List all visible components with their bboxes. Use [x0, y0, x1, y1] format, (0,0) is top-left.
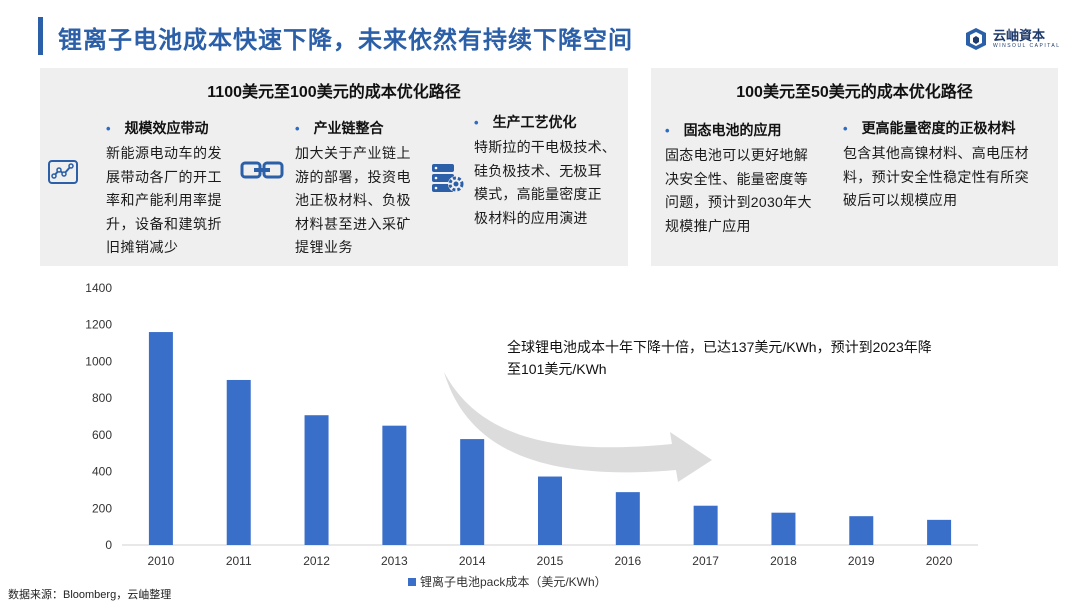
item-text: 特斯拉的干电极技术、 硅负极技术、无极耳 模式，高能量密度正 极材料的应用演进 [474, 136, 628, 230]
battery-cost-bar-chart: 0 200 400 600 800 1000 1200 1400 2010 2011 2012 201… [85, 281, 978, 589]
x-tick-label: 2013 [381, 554, 408, 568]
bar-2010 [148, 332, 173, 545]
item-heading: 更高能量密度的正极材料 [861, 120, 1016, 136]
annotation-line: 至101美元/KWh [507, 361, 607, 377]
item-heading: 生产工艺优化 [492, 114, 577, 130]
text-line: 材料甚至进入采矿 [295, 215, 411, 232]
panel-title: 1100美元至100美元的成本优化路径 [207, 84, 461, 101]
x-tick-label: 2020 [926, 554, 953, 568]
text-line: 展带动各厂的开工 [106, 168, 222, 185]
item-process-optimization: • 生产工艺优化 特斯拉的干电极技术、 硅负极技术、无极耳 模式，高能量密度正 极… [474, 112, 628, 230]
text-line: 特斯拉的干电极技术、 [474, 139, 616, 155]
y-tick-label: 0 [105, 538, 112, 552]
bullet-icon: • [665, 122, 670, 138]
text-line: 决安全性、能量密度等 [665, 170, 808, 187]
y-tick-label: 1400 [85, 281, 112, 295]
chain-link-icon [240, 161, 284, 179]
text-line: 料，预计安全性稳定性有所突 [843, 168, 1029, 185]
bar-2016 [615, 492, 640, 545]
y-tick-label: 600 [92, 428, 112, 442]
server-gear-icon [432, 164, 464, 192]
bar-2011 [226, 379, 251, 545]
x-tick-label: 2018 [770, 554, 797, 568]
y-tick-label: 800 [92, 391, 112, 405]
text-line: 问题，预计到2030年大 [665, 194, 812, 210]
legend-swatch [408, 578, 416, 586]
text-line: 旧摊销减少 [106, 239, 179, 255]
text-line: 模式，高能量密度正 [474, 186, 602, 202]
text-line: 加大关于产业链上 [295, 145, 411, 161]
panel-title: 100美元至50美元的成本优化路径 [736, 84, 973, 101]
bar-2014 [460, 439, 485, 545]
x-tick-label: 2016 [614, 554, 641, 568]
text-line: 包含其他高镍材料、高电压材 [843, 145, 1029, 161]
page-title: 锂离子电池成本快速下降，未来依然有持续下降空间 [58, 27, 633, 54]
item-text: 加大关于产业链上 游的部署，投资电 池正极材料、负极 材料甚至进入采矿 提锂业务 [295, 142, 445, 260]
logo-name: 云岫資本 [993, 28, 1046, 43]
bar-2012 [304, 415, 329, 545]
item-text: 固态电池可以更好地解 决安全性、能量密度等 问题，预计到2030年大 规模推广应… [665, 144, 835, 238]
bar-2019 [849, 516, 874, 545]
x-tick-label: 2015 [537, 554, 564, 568]
y-tick-label: 1000 [85, 354, 112, 368]
y-tick-label: 400 [92, 465, 112, 479]
x-tick-label: 2017 [692, 554, 719, 568]
x-tick-label: 2014 [459, 554, 486, 568]
item-chain-integration: • 产业链整合 加大关于产业链上 游的部署，投资电 池正极材料、负极 材料甚至进入… [295, 118, 445, 260]
bar-2020 [927, 519, 952, 545]
title-accent-bar [38, 17, 43, 55]
item-heading: 规模效应带动 [124, 120, 209, 136]
bullet-icon: • [106, 120, 111, 136]
item-solid-state-battery: • 固态电池的应用 固态电池可以更好地解 决安全性、能量密度等 问题，预计到203… [665, 120, 835, 238]
text-line: 规模推广应用 [665, 217, 751, 234]
text-line: 硅负极技术、无极耳 [474, 162, 602, 179]
text-line: 提锂业务 [295, 239, 353, 255]
text-line: 固态电池可以更好地解 [665, 147, 808, 163]
item-high-density-cathode: • 更高能量密度的正极材料 包含其他高镍材料、高电压材 料，预计安全性稳定性有所突… [843, 118, 1055, 213]
text-line: 池正极材料、负极 [295, 192, 411, 208]
bar-2017 [693, 505, 718, 545]
data-source-note: 数据来源：Bloomberg，云岫整理 [8, 589, 172, 601]
bullet-icon: • [474, 114, 479, 130]
item-scale-effect: • 规模效应带动 新能源电动车的发 展带动各厂的开工 率和产能利用率提 升，设备和… [106, 118, 246, 260]
text-line: 率和产能利用率提 [106, 192, 222, 208]
bar-2013 [382, 425, 407, 545]
cost-path-panel-1100-100: 1100美元至100美元的成本优化路径 • 规模效应带动 新能源电动车的发 展带动… [40, 68, 628, 266]
item-text: 新能源电动车的发 展带动各厂的开工 率和产能利用率提 升，设备和建筑折 旧摊销减… [106, 142, 246, 260]
company-logo: 云岫資本 WINSOUL CAPITAL [963, 26, 1061, 52]
bullet-icon: • [843, 120, 848, 136]
logo-mark-icon [966, 28, 986, 50]
text-line: 升，设备和建筑折 [106, 215, 222, 232]
text-line: 游的部署，投资电 [295, 168, 411, 185]
x-tick-label: 2011 [226, 554, 252, 568]
logo-english: WINSOUL CAPITAL [993, 43, 1061, 49]
bar-2018 [771, 512, 796, 545]
item-text: 包含其他高镍材料、高电压材 料，预计安全性稳定性有所突 破后可以规模应用 [843, 142, 1055, 213]
chart-annotation: 全球锂电池成本十年下降十倍，已达137美元/KWh，预计到2023年降 至101… [507, 336, 997, 380]
y-tick-label: 1200 [85, 318, 112, 332]
x-tick-label: 2019 [848, 554, 875, 568]
x-tick-label: 2010 [148, 554, 175, 568]
text-line: 新能源电动车的发 [106, 145, 222, 161]
text-line: 破后可以规模应用 [843, 192, 958, 208]
trend-arrow-icon [444, 372, 712, 482]
bullet-icon: • [295, 120, 300, 136]
item-heading: 固态电池的应用 [683, 122, 782, 138]
scale-chart-icon [48, 160, 78, 184]
y-tick-label: 200 [92, 501, 112, 515]
x-tick-label: 2012 [303, 554, 330, 568]
item-heading: 产业链整合 [313, 120, 384, 136]
legend-label: 锂离子电池pack成本（美元/KWh） [420, 574, 607, 589]
cost-path-panel-100-50: 100美元至50美元的成本优化路径 • 固态电池的应用 固态电池可以更好地解 决安… [651, 68, 1058, 266]
text-line: 极材料的应用演进 [474, 209, 588, 226]
annotation-line: 全球锂电池成本十年下降十倍，已达137美元/KWh，预计到2023年降 [507, 339, 932, 355]
bar-2015 [538, 476, 562, 545]
